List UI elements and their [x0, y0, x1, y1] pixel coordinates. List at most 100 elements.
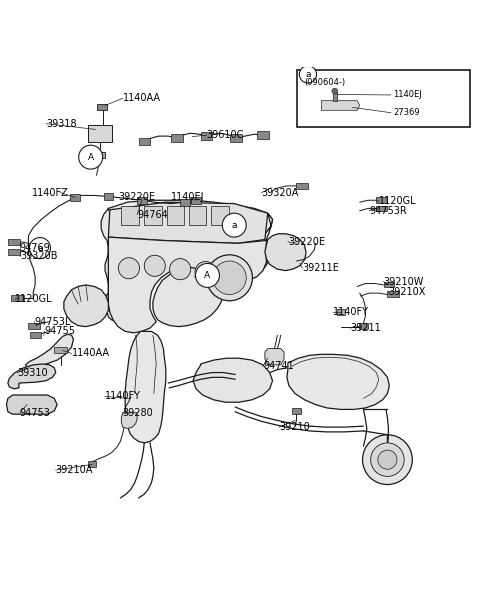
Text: 94753: 94753 [20, 408, 51, 417]
Text: 1140AA: 1140AA [72, 348, 109, 359]
Polygon shape [387, 291, 399, 297]
Polygon shape [333, 92, 336, 101]
Text: 39220E: 39220E [288, 237, 325, 247]
Polygon shape [54, 347, 67, 354]
Text: 1140FY: 1140FY [105, 392, 141, 402]
Polygon shape [139, 137, 150, 145]
Polygon shape [211, 206, 228, 225]
Circle shape [29, 238, 50, 259]
Polygon shape [257, 131, 269, 139]
Polygon shape [336, 309, 345, 315]
Text: 1120GL: 1120GL [379, 196, 417, 206]
Polygon shape [97, 104, 108, 110]
Polygon shape [125, 332, 166, 443]
Text: 39210X: 39210X [388, 287, 426, 297]
Text: 39320A: 39320A [262, 188, 299, 197]
Text: A: A [88, 153, 94, 162]
Text: 39280: 39280 [123, 408, 154, 417]
Polygon shape [384, 281, 394, 287]
Polygon shape [8, 364, 56, 389]
Polygon shape [167, 206, 184, 225]
Polygon shape [265, 349, 284, 365]
Polygon shape [11, 295, 24, 301]
Circle shape [362, 435, 412, 484]
Polygon shape [297, 183, 308, 189]
Text: 39220E: 39220E [118, 192, 155, 202]
Polygon shape [108, 237, 266, 333]
Polygon shape [153, 213, 273, 327]
Text: 39318: 39318 [46, 119, 77, 129]
Circle shape [378, 450, 397, 469]
Text: a: a [305, 70, 311, 79]
Text: 39211E: 39211E [302, 263, 339, 273]
Text: 39210A: 39210A [56, 465, 93, 475]
Polygon shape [180, 199, 190, 205]
Polygon shape [121, 413, 137, 428]
Polygon shape [96, 153, 105, 158]
Circle shape [300, 66, 317, 83]
Circle shape [195, 262, 216, 283]
Text: 27369: 27369 [393, 108, 420, 117]
Text: 1140AA: 1140AA [123, 93, 161, 104]
Circle shape [119, 257, 140, 279]
Polygon shape [6, 395, 57, 414]
Polygon shape [8, 240, 20, 245]
Polygon shape [104, 200, 273, 310]
Circle shape [206, 255, 252, 301]
Polygon shape [88, 124, 112, 142]
Polygon shape [8, 249, 20, 255]
Polygon shape [322, 101, 360, 110]
Circle shape [332, 88, 337, 94]
Text: 94741: 94741 [263, 361, 294, 371]
Text: 94769: 94769 [20, 243, 50, 253]
Polygon shape [292, 408, 301, 414]
Polygon shape [359, 323, 368, 329]
Circle shape [144, 255, 165, 276]
Polygon shape [171, 134, 182, 142]
Polygon shape [265, 234, 306, 270]
Polygon shape [144, 206, 161, 225]
Polygon shape [137, 197, 147, 204]
Text: 94755: 94755 [45, 326, 76, 337]
Circle shape [222, 213, 246, 237]
Text: a: a [231, 221, 237, 230]
Text: 1140EJ: 1140EJ [170, 192, 204, 202]
Text: 94753R: 94753R [369, 206, 407, 216]
Text: 39210W: 39210W [384, 276, 424, 287]
Text: 1140FY: 1140FY [333, 307, 369, 318]
Circle shape [213, 261, 246, 294]
Polygon shape [64, 285, 108, 327]
Text: 1140EJ: 1140EJ [393, 91, 422, 99]
Circle shape [195, 264, 219, 287]
Polygon shape [193, 358, 273, 402]
Text: a: a [37, 243, 43, 253]
Polygon shape [376, 197, 387, 203]
Text: 1120GL: 1120GL [15, 294, 53, 304]
Polygon shape [25, 334, 73, 373]
Polygon shape [191, 197, 201, 204]
Text: A: A [204, 271, 211, 280]
Circle shape [79, 145, 103, 169]
Text: 39610C: 39610C [206, 130, 244, 140]
FancyBboxPatch shape [298, 70, 470, 127]
Polygon shape [376, 205, 387, 211]
Circle shape [169, 259, 191, 280]
Text: (090604-): (090604-) [305, 78, 346, 87]
Circle shape [371, 443, 404, 476]
Polygon shape [88, 460, 96, 467]
Polygon shape [104, 193, 113, 200]
Text: 39310: 39310 [17, 368, 48, 378]
Text: 39211: 39211 [350, 323, 381, 333]
Text: 94753L: 94753L [34, 317, 71, 327]
Text: 1140FZ: 1140FZ [32, 188, 69, 197]
Polygon shape [230, 134, 242, 142]
Polygon shape [121, 206, 139, 225]
Polygon shape [287, 354, 389, 409]
Polygon shape [70, 194, 80, 200]
Text: 39320B: 39320B [20, 251, 57, 261]
Text: 39210: 39210 [279, 422, 310, 432]
Polygon shape [189, 206, 206, 225]
Polygon shape [28, 323, 40, 329]
Polygon shape [30, 332, 41, 338]
Text: 94764: 94764 [137, 210, 168, 219]
